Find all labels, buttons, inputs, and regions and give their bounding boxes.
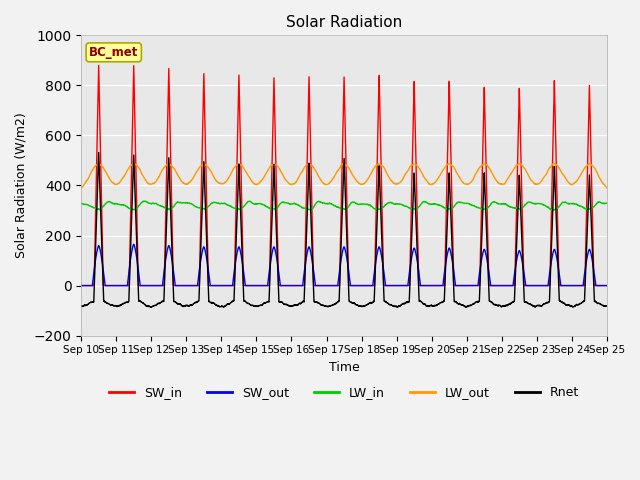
SW_in [581,282,589,288]
SW_in [477,253,484,259]
Legend: SW_in, SW_out, LW_in, LW_out, Rnet: SW_in, SW_out, LW_in, LW_out, Rnet [104,382,584,405]
LW_out [326,180,334,185]
LW_out [581,165,589,171]
LW_in [603,200,611,206]
SW_in [575,283,582,288]
Rnet [603,303,611,309]
SW_in [603,283,611,288]
LW_in [575,203,582,208]
LW_in [477,205,484,211]
LW_out [77,185,85,191]
LW_out [603,185,611,191]
Rnet [77,303,85,309]
Rnet [147,304,154,310]
Rnet [477,269,484,275]
SW_out [603,283,611,288]
Line: Rnet: Rnet [81,153,607,307]
SW_out [326,283,334,288]
Line: LW_out: LW_out [81,163,607,188]
Rnet [256,302,264,308]
Line: SW_out: SW_out [81,244,607,286]
Y-axis label: Solar Radiation (W/m2): Solar Radiation (W/m2) [15,113,28,258]
X-axis label: Time: Time [329,361,360,374]
SW_in [77,283,85,288]
Rnet [462,304,470,310]
Line: SW_in: SW_in [81,65,607,286]
SW_out [575,283,582,288]
SW_in [256,283,264,288]
LW_in [581,206,589,212]
Rnet [326,303,334,309]
SW_out [256,283,264,288]
Rnet [95,150,102,156]
Line: LW_in: LW_in [81,201,607,210]
LW_in [141,198,148,204]
Rnet [581,287,589,292]
SW_in [95,62,102,68]
SW_in [326,283,334,288]
LW_out [476,164,484,169]
Title: Solar Radiation: Solar Radiation [286,15,402,30]
SW_out [477,264,484,270]
LW_in [77,201,85,206]
LW_in [256,201,264,206]
LW_in [326,200,334,206]
SW_out [130,241,138,247]
Text: BC_met: BC_met [89,46,138,59]
LW_out [256,180,264,185]
LW_out [575,176,582,182]
LW_out [550,160,557,166]
SW_out [461,283,469,288]
SW_out [581,268,589,274]
Rnet [575,302,582,308]
SW_in [461,283,469,288]
LW_in [461,201,469,206]
LW_out [461,181,469,187]
LW_in [549,207,557,213]
SW_out [77,283,85,288]
